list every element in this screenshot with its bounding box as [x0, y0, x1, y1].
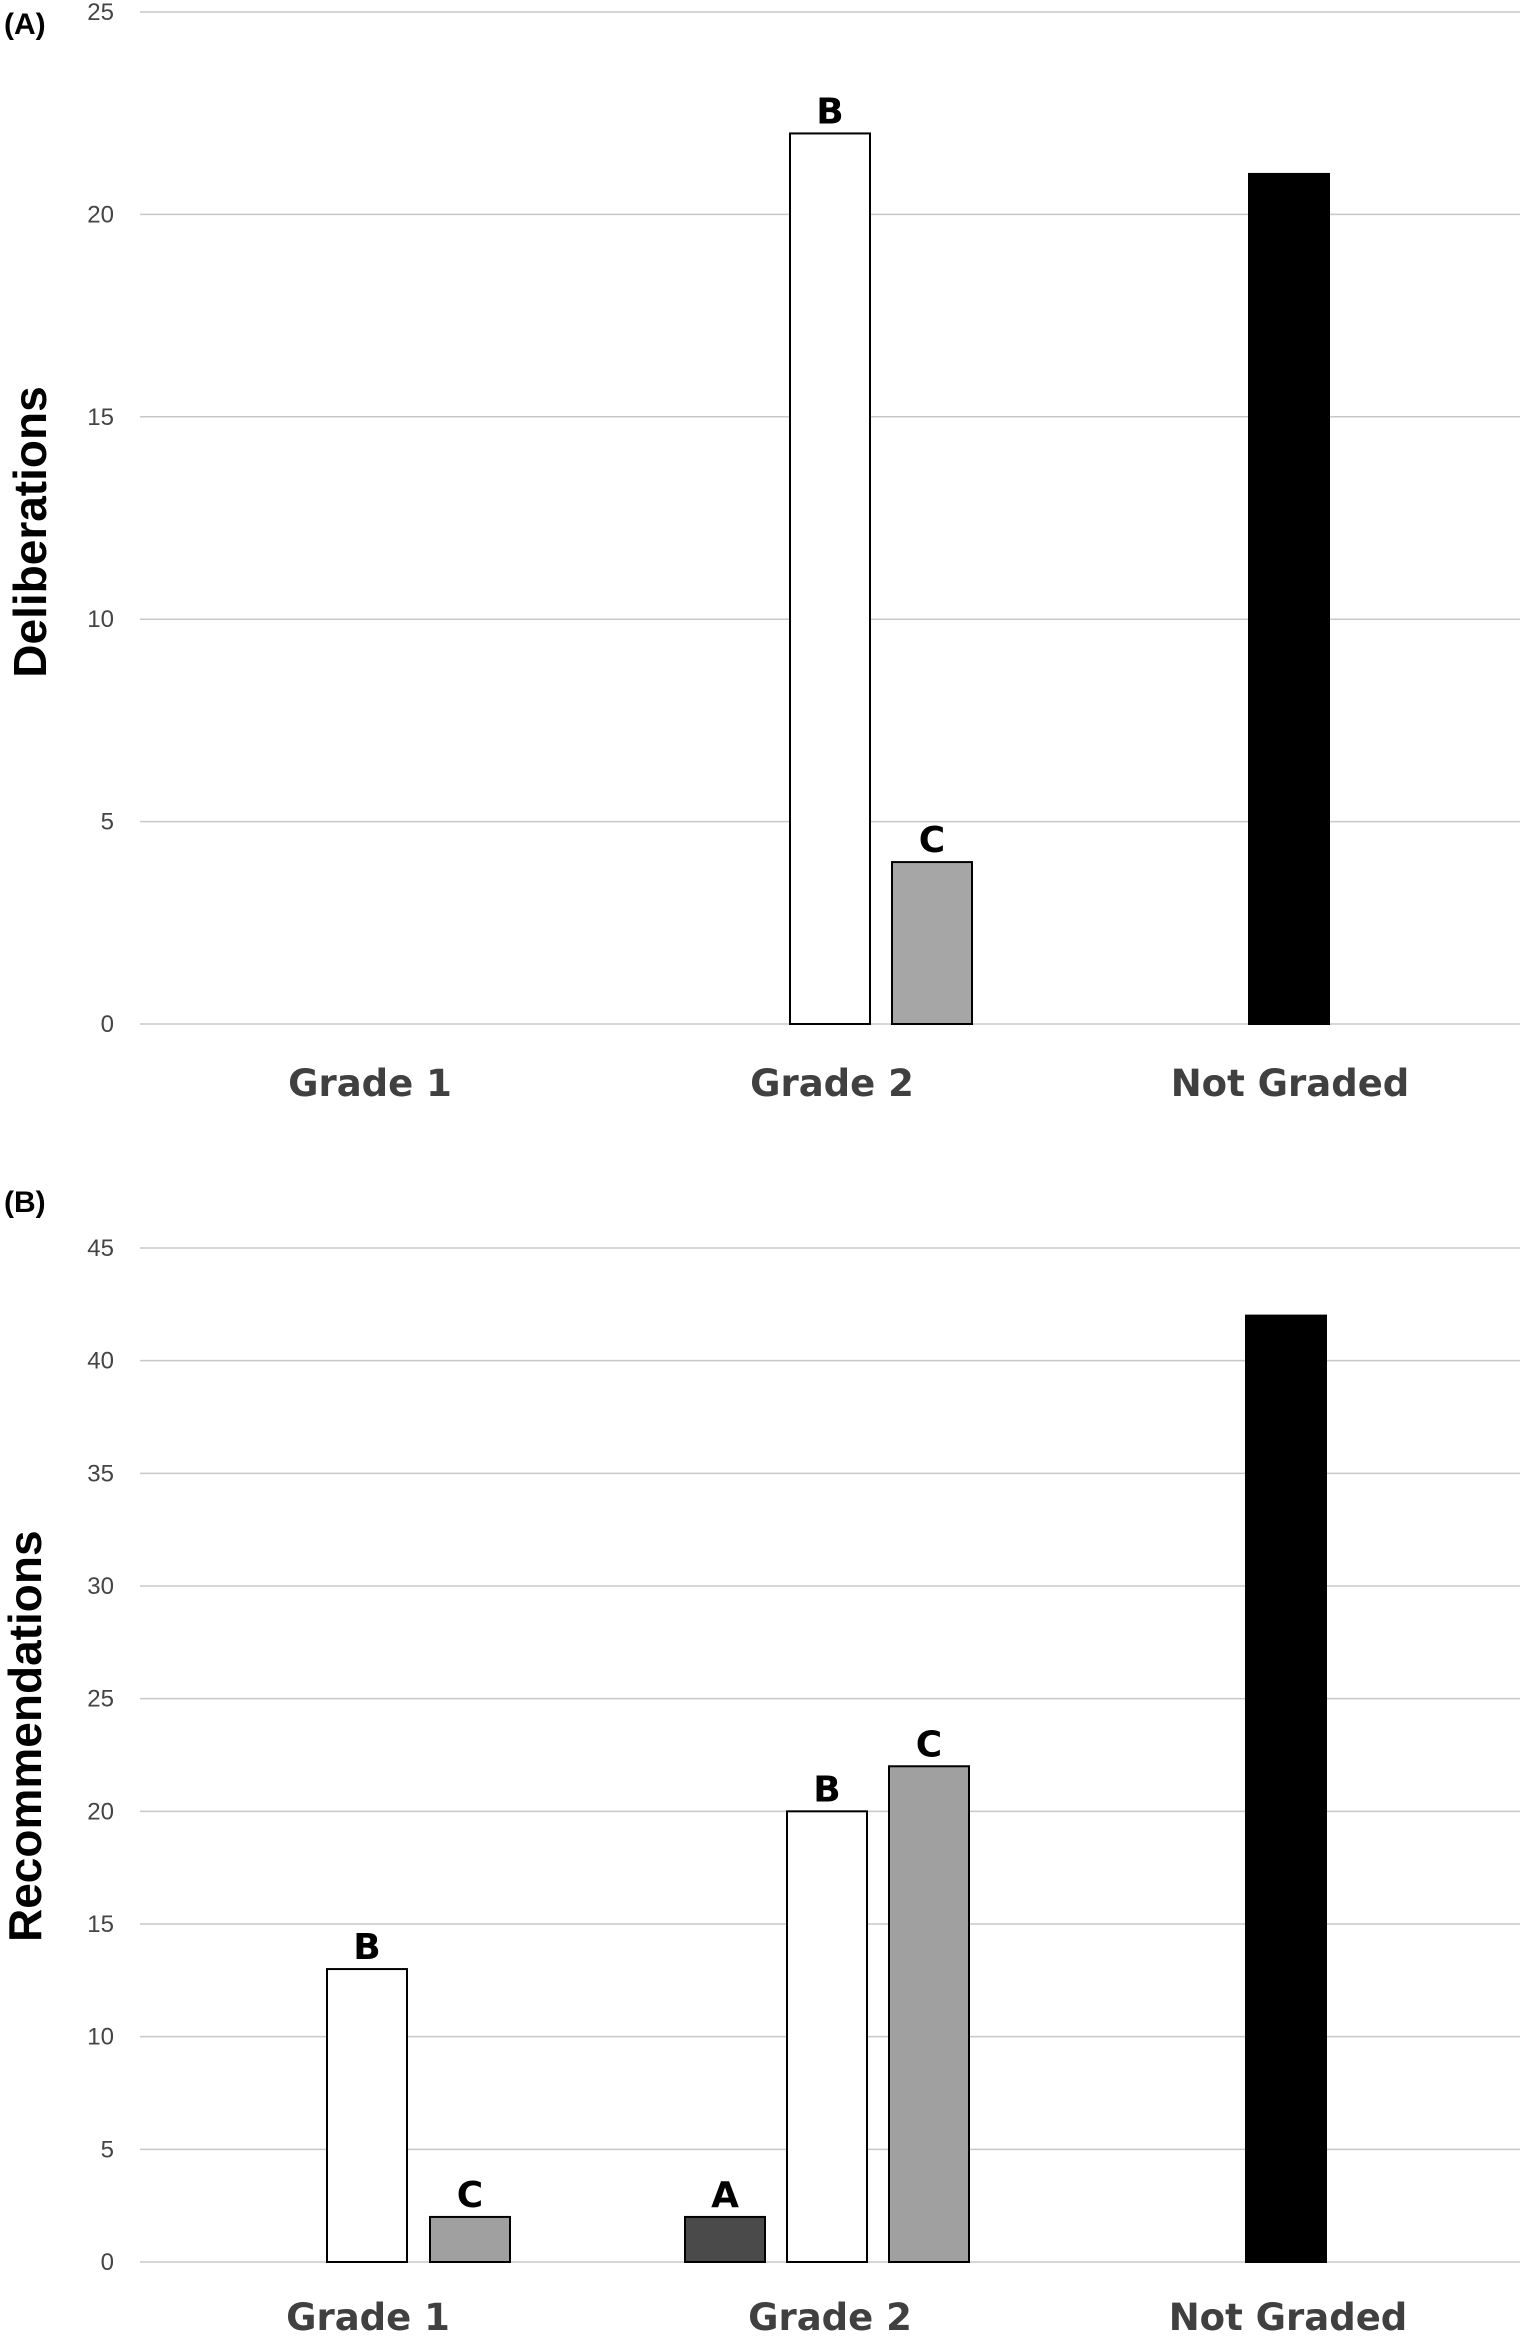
bar-chart-recommendations: 0 5 10 15 20 25 30 35 40 45 Grade 1 Grade 2 Not Grad…: [87, 1235, 1520, 2338]
x-category-label: Not Graded: [1169, 2296, 1408, 2338]
bar: [326, 1968, 408, 2263]
x-category-label: Grade 1: [288, 1062, 452, 1105]
bar-data-label: B: [816, 91, 843, 132]
bar: [786, 1810, 868, 2263]
y-tick-label: 30: [87, 1573, 114, 1600]
panel-label: (B): [4, 1186, 46, 1219]
bar: [891, 861, 973, 1026]
bar: [1245, 1314, 1327, 2264]
bar: [684, 2215, 766, 2264]
bar-data-label: C: [919, 820, 945, 861]
y-tick-label: 35: [87, 1460, 114, 1487]
y-tick-label: 25: [87, 0, 114, 26]
y-tick-label: 20: [87, 1798, 114, 1825]
chart-panel-a: (A) Deliberations 0 5 10 15 20 25 Grade 1 Grade…: [0, 0, 1526, 1130]
x-category-label: Grade 2: [750, 1062, 914, 1105]
y-tick-label: 15: [87, 404, 114, 431]
bar: [1248, 172, 1330, 1026]
x-category-label: Grade 2: [748, 2296, 912, 2338]
y-tick-label: 5: [101, 809, 114, 836]
bar-data-label: C: [457, 2175, 483, 2216]
bar-data-label: B: [813, 1769, 840, 1810]
bar-data-label: A: [711, 2175, 739, 2216]
y-tick-label: 0: [101, 1011, 114, 1038]
y-tick-label: 10: [87, 606, 114, 633]
bar: [789, 132, 871, 1025]
chart-panel-b: (B) Recommendations 0 5 10 15 20 25 30 35 40 45 Gr…: [0, 1160, 1526, 2338]
y-tick-label: 5: [101, 2136, 114, 2163]
x-category-label: Grade 1: [286, 2296, 450, 2338]
bar-chart-deliberations: 0 5 10 15 20 25 Grade 1 Grade 2 Not Graded B C: [87, 0, 1520, 1105]
y-tick-label: 25: [87, 1686, 114, 1713]
bar: [888, 1765, 970, 2263]
y-tick-label: 10: [87, 2024, 114, 2051]
bar-data-label: C: [916, 1724, 942, 1765]
x-category-label: Not Graded: [1171, 1062, 1410, 1105]
y-tick-label: 15: [87, 1911, 114, 1938]
y-tick-label: 20: [87, 201, 114, 228]
bar: [429, 2215, 511, 2264]
y-tick-label: 0: [101, 2249, 114, 2276]
y-tick-label: 45: [87, 1235, 114, 1262]
bar-data-label: B: [353, 1927, 380, 1968]
panel-label: (A): [4, 8, 46, 41]
y-tick-label: 40: [87, 1348, 114, 1375]
